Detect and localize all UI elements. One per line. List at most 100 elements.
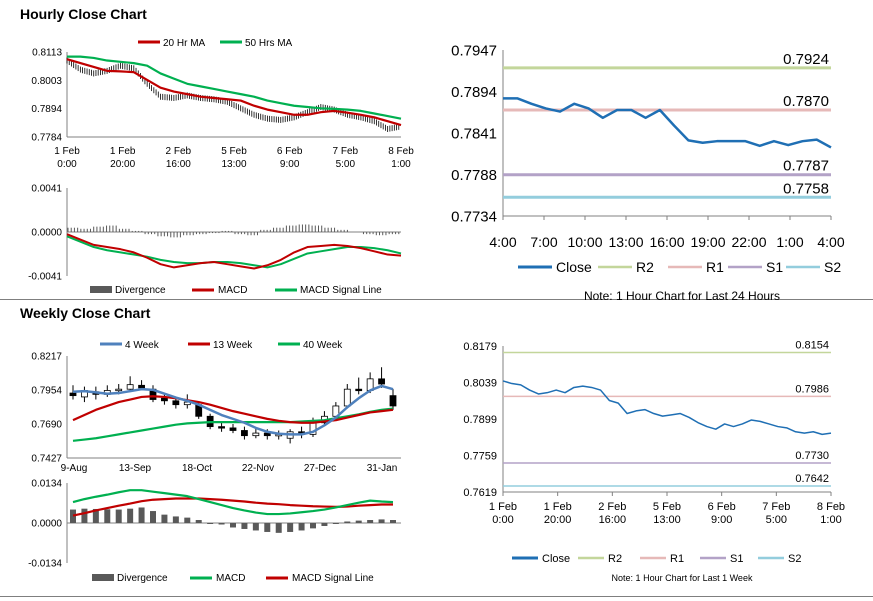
weekly_macd-ytick-label: 0.0134 (31, 479, 62, 490)
weekly_1w-legend-label-s1: S1 (730, 553, 743, 565)
legend-divergence-swatch (90, 286, 112, 293)
weekly-4wk-line (72, 384, 394, 436)
hourly_24h-level-label-s2: 0.7758 (783, 180, 829, 197)
hourly-price-xtick-date: 6 Feb (277, 146, 303, 157)
legend-w-macd-label: MACD (216, 573, 245, 584)
weekly-divergence-bar (104, 509, 111, 523)
hourly-price-xtick-time: 9:00 (280, 159, 300, 170)
weekly-divergence-bar (264, 523, 271, 532)
weekly_1w-close-line (502, 380, 832, 436)
hourly_24h-level-label-s1: 0.7787 (783, 158, 829, 175)
weekly_1w-xtick-date: 7 Feb (762, 501, 790, 513)
weekly-divergence-bar (207, 523, 214, 524)
weekly-divergence-bar (230, 523, 236, 528)
hourly-50hr-ma-line (67, 55, 402, 120)
weekly_1w-legend-label-close: Close (542, 553, 570, 565)
hourly-price-xtick-time: 0:00 (57, 159, 77, 170)
hourly-price-xtick-time: 16:00 (166, 159, 191, 170)
weekly_1w-legend-label-r1: R1 (670, 553, 684, 565)
weekly_1w-legend-label-r2: R2 (608, 553, 622, 565)
weekly-divergence-bar (115, 509, 122, 523)
legend-macd-label: MACD (218, 285, 247, 296)
weekly-divergence-bar (378, 519, 385, 523)
weekly-divergence-bar (70, 509, 76, 523)
hourly-price-xtick-date: 2 Feb (166, 146, 192, 157)
weekly-divergence-bar (321, 523, 328, 526)
weekly-price-xtick-label: 27-Dec (304, 463, 336, 474)
weekly_price-ytick-label: 0.8217 (31, 352, 62, 363)
weekly-divergence-bar (332, 523, 339, 524)
hourly_24h-xtick-label: 16:00 (649, 234, 684, 250)
weekly-price-xtick-label: 13-Sep (119, 463, 152, 474)
weekly-macd-line (72, 489, 394, 516)
hourly-price-xtick-date: 1 Feb (110, 146, 136, 157)
hourly_24h-note: Note: 1 Hour Chart for Last 24 Hours (584, 289, 780, 303)
legend-40wk-label: 40 Week (303, 340, 343, 351)
weekly_1w-ytick-label: 0.7899 (463, 414, 497, 426)
legend-signal-label: MACD Signal Line (300, 285, 382, 296)
hourly_24h-xtick-label: 10:00 (567, 234, 602, 250)
weekly_1w-ytick-label: 0.7759 (463, 450, 497, 462)
weekly-divergence-bar (310, 523, 316, 529)
hourly-price-xtick-date: 7 Feb (333, 146, 359, 157)
legend-50hr-ma-label: 50 Hrs MA (245, 38, 293, 49)
hourly_24h-ytick-label: 0.7894 (451, 84, 497, 101)
hourly-price-xtick-time: 5:00 (336, 159, 356, 170)
section-divider (0, 299, 873, 300)
hourly_24h-legend-label-r2: R2 (636, 259, 654, 275)
legend-w-divergence-label: Divergence (117, 573, 168, 584)
hourly_24h-xtick-label: 13:00 (608, 234, 643, 250)
weekly-candle-body (69, 392, 77, 397)
weekly-price-xtick-label: 31-Jan (367, 463, 398, 474)
weekly-13wk-line (72, 395, 394, 424)
hourly-macd-line (66, 233, 402, 270)
weekly-candle-body (241, 430, 248, 437)
hourly_24h-ytick-label: 0.7734 (451, 208, 497, 225)
hourly-price-xtick-time: 1:00 (391, 159, 411, 170)
hourly_24h-xtick-label: 4:00 (817, 234, 844, 250)
hourly_price-ytick-label: 0.7784 (31, 133, 62, 144)
weekly_1w-xtick-time: 13:00 (653, 514, 681, 526)
weekly_1w-ytick-label: 0.8179 (463, 341, 497, 353)
legend-13wk-label: 13 Week (213, 340, 253, 351)
hourly_price-ytick-label: 0.8113 (32, 48, 62, 59)
weekly_1w-xtick-time: 16:00 (599, 514, 627, 526)
hourly_24h-level-label-r1: 0.7870 (783, 93, 829, 110)
weekly-divergence-bar (344, 521, 351, 523)
hourly_macd-ytick-label: -0.0041 (28, 272, 62, 283)
weekly-divergence-bar (241, 523, 248, 529)
hourly-price-xtick-date: 1 Feb (54, 146, 80, 157)
weekly-divergence-bar (298, 523, 305, 531)
weekly-divergence-bar (161, 514, 168, 523)
hourly_24h-level-label-r2: 0.7924 (783, 51, 829, 68)
hourly_24h-ytick-label: 0.7788 (451, 167, 497, 184)
weekly_1w-xtick-date: 2 Feb (598, 501, 626, 513)
weekly-divergence-bar (287, 523, 294, 532)
hourly_24h-ytick-label: 0.7947 (451, 42, 497, 59)
weekly-candle-body (252, 432, 260, 437)
weekly_1w-xtick-date: 8 Feb (817, 501, 845, 513)
weekly-price-xtick-label: 9-Aug (61, 463, 88, 474)
weekly-candle-body (172, 400, 180, 406)
weekly-candle-body (115, 388, 123, 392)
hourly-20hr-ma-line (66, 58, 402, 127)
weekly-divergence-bar (92, 508, 99, 523)
weekly_1w-xtick-time: 0:00 (492, 514, 513, 526)
weekly_1w-xtick-time: 9:00 (711, 514, 732, 526)
weekly_1w-ytick-label: 0.7619 (463, 487, 497, 499)
weekly_1w-ytick-label: 0.8039 (463, 377, 497, 389)
weekly_1w-legend-label-s2: S2 (788, 553, 801, 565)
weekly_1w-level-label-r2: 0.8154 (795, 340, 829, 352)
weekly-divergence-bar (275, 523, 282, 533)
hourly_price-ytick-label: 0.8003 (31, 76, 62, 87)
hourly_24h-ytick-label: 0.7841 (451, 125, 497, 142)
weekly-divergence-bar (390, 520, 396, 523)
weekly-price-xtick-label: 22-Nov (242, 463, 274, 474)
weekly-divergence-bar (150, 511, 156, 523)
hourly_price-ytick-label: 0.7894 (31, 104, 62, 115)
weekly_1w-xtick-date: 5 Feb (653, 501, 681, 513)
weekly-candle-body (389, 395, 397, 407)
hourly_24h-legend-label-r1: R1 (706, 259, 724, 275)
weekly_1w-xtick-date: 6 Feb (708, 501, 736, 513)
